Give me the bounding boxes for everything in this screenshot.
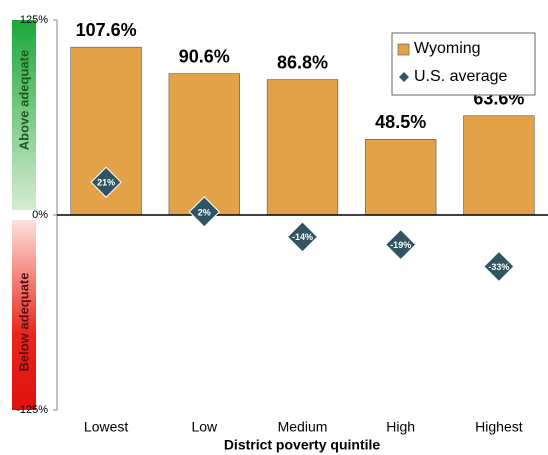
bar-value-label: 48.5% (375, 112, 426, 132)
diamond-marker (286, 221, 319, 253)
bar-value-label: 107.6% (76, 20, 137, 40)
y-tick-label: 0% (32, 209, 48, 221)
diamond-marker (384, 228, 417, 261)
x-axis-label: District poverty quintile (224, 437, 381, 453)
marker-value-label: 2% (198, 207, 211, 217)
legend-label: Wyoming (414, 40, 481, 57)
y-tick-label: -125% (16, 404, 48, 416)
x-tick-label: Low (191, 419, 218, 435)
below-band (12, 220, 36, 410)
diamond-marker (90, 166, 122, 198)
bar-value-label: 90.6% (179, 46, 230, 66)
y-tick-label: 125% (20, 14, 48, 26)
bar (463, 115, 535, 216)
above-band (12, 20, 36, 210)
x-tick-label: Medium (278, 419, 328, 435)
legend-label: U.S. average (414, 68, 507, 85)
marker-value-label: -14% (292, 232, 313, 242)
x-tick-label: High (386, 419, 415, 435)
bar (168, 73, 240, 216)
marker-value-label: -19% (390, 240, 411, 250)
above-label: Above adequate (16, 50, 31, 150)
diamond-marker (483, 250, 515, 283)
bar (266, 79, 339, 216)
below-label: Below adequate (16, 273, 31, 372)
marker-value-label: -33% (488, 262, 509, 272)
legend-box (391, 32, 536, 96)
bar-value-label: 86.8% (277, 52, 328, 72)
diamond-marker (188, 196, 221, 228)
x-tick-label: Lowest (84, 419, 128, 435)
bar (365, 139, 437, 216)
x-tick-label: Highest (475, 419, 523, 435)
legend-swatch (397, 43, 410, 56)
marker-value-label: 21% (97, 178, 115, 188)
legend-swatch (399, 72, 409, 82)
